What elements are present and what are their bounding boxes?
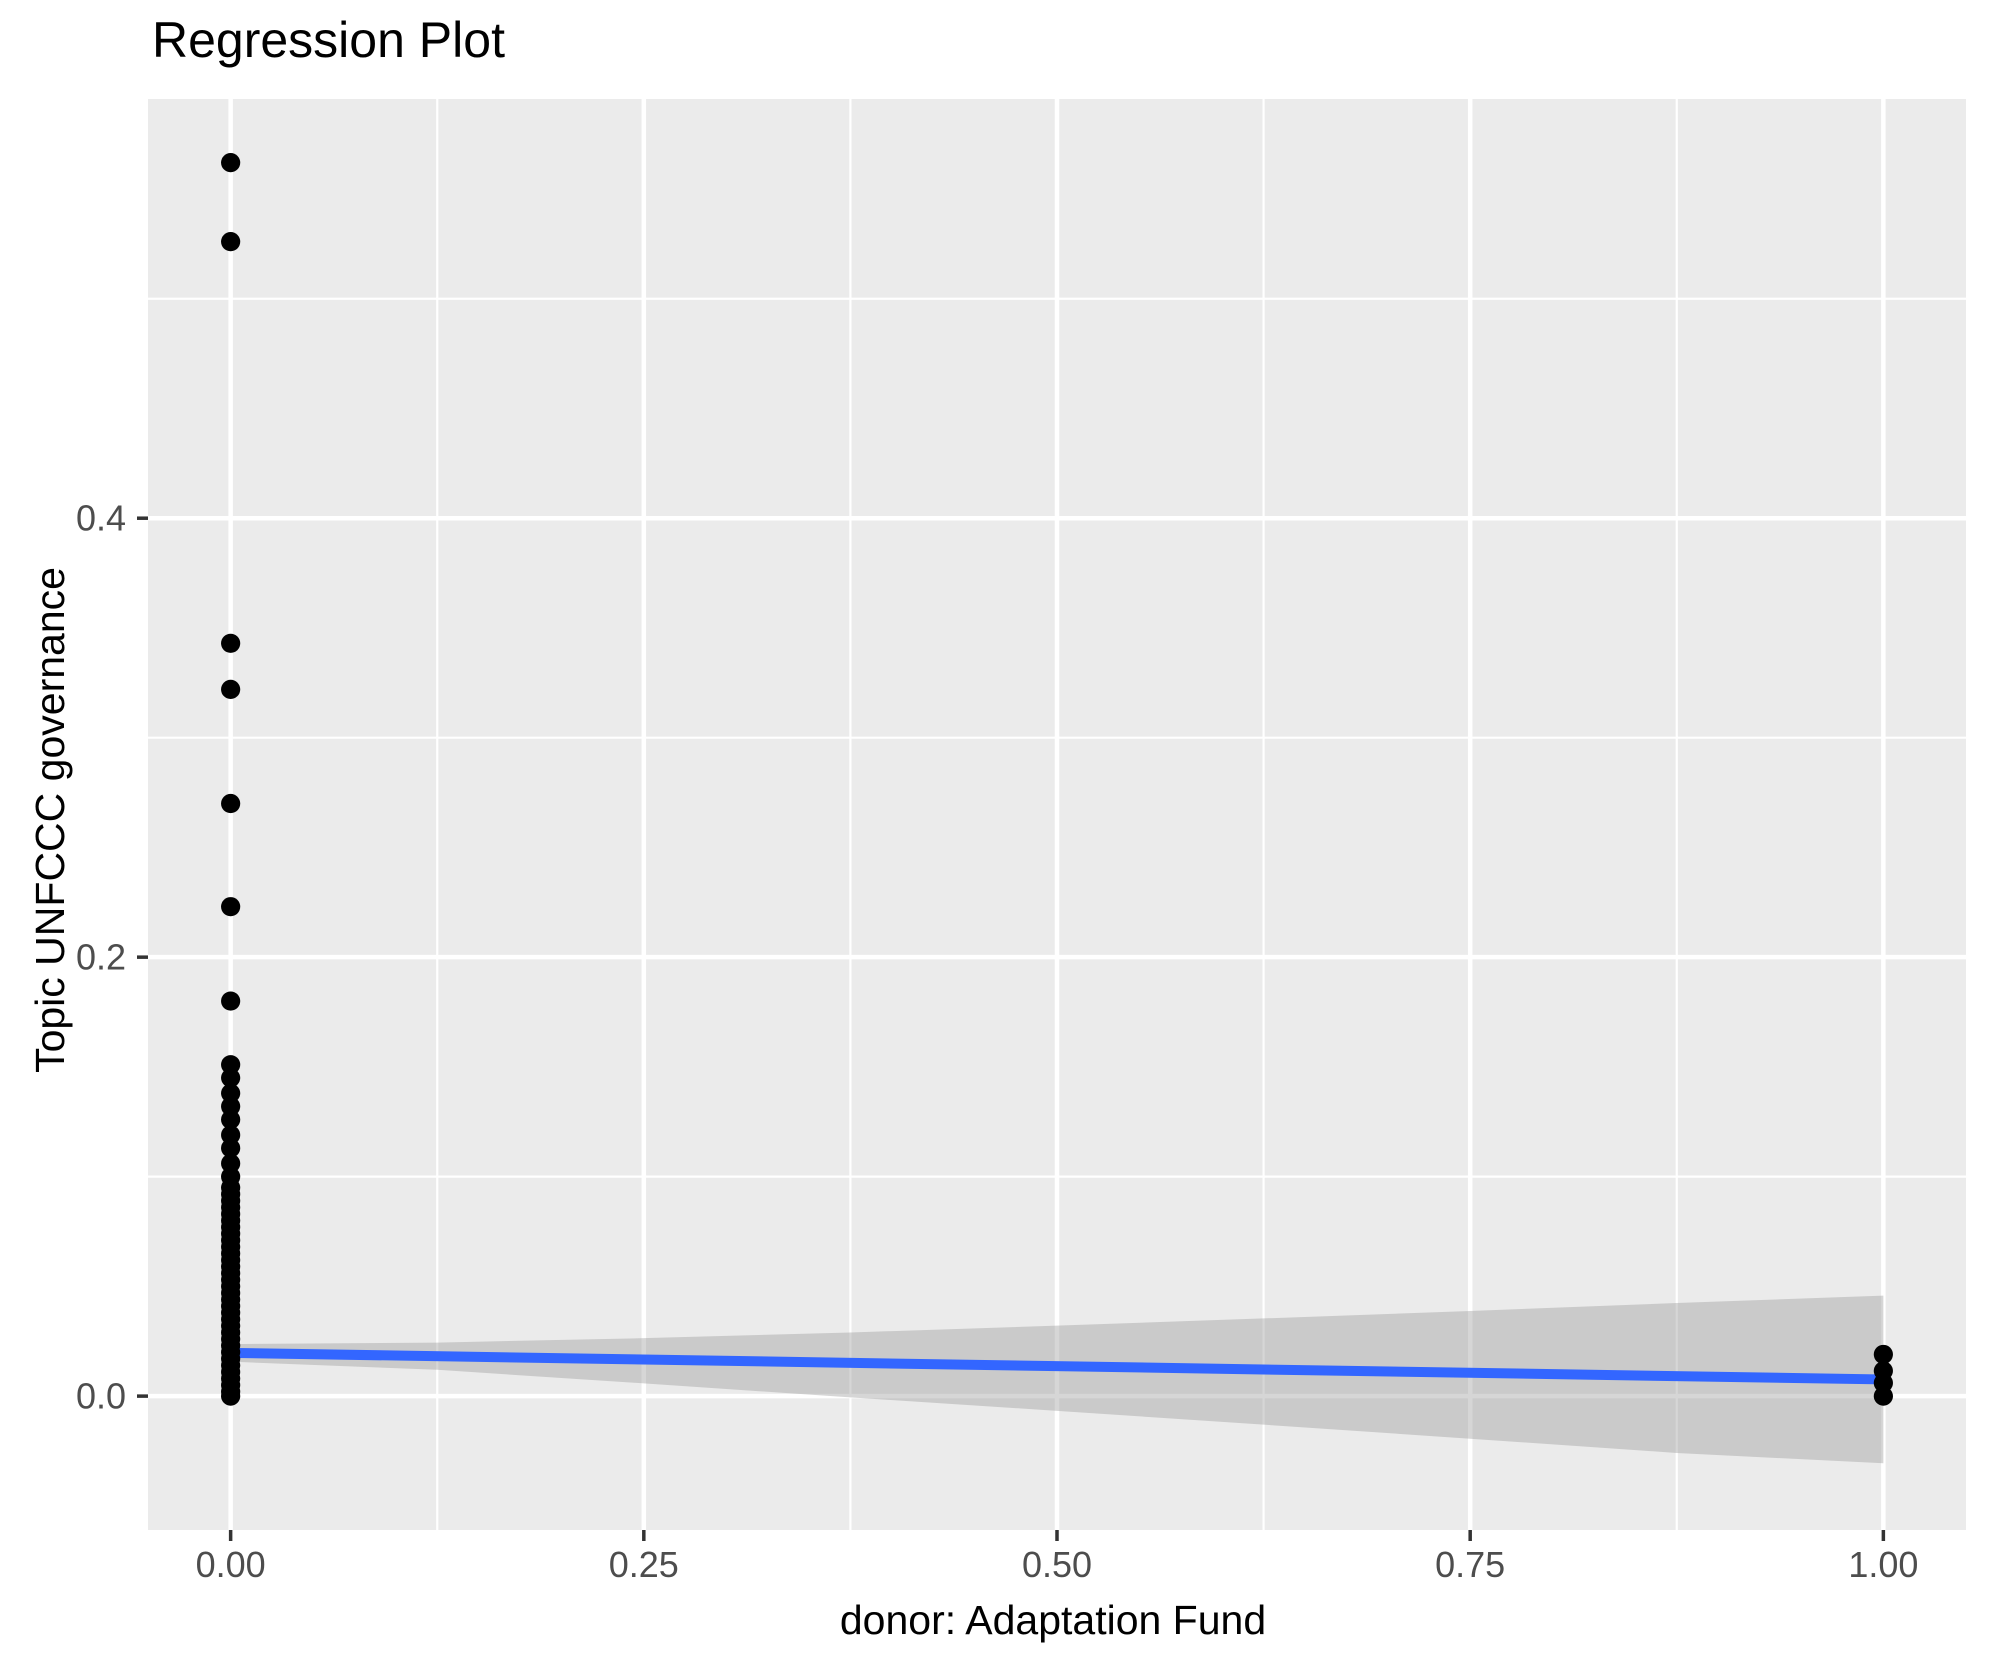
confidence-band-area xyxy=(230,1295,1884,1464)
x-tick-label: 0.50 xyxy=(1022,1544,1092,1585)
data-point xyxy=(221,1138,241,1158)
y-tick-label: 0.0 xyxy=(76,1376,126,1417)
data-point xyxy=(221,679,241,699)
y-tick-labels: 0.0 0.2 0.4 xyxy=(76,498,126,1417)
data-point xyxy=(221,1083,241,1103)
scatter-points xyxy=(221,153,1893,1406)
data-point xyxy=(221,1055,241,1075)
x-tick-label: 0.25 xyxy=(609,1544,679,1585)
data-point xyxy=(221,793,241,814)
data-point xyxy=(221,1386,241,1406)
regression-line-segment xyxy=(230,1347,1884,1385)
data-point xyxy=(221,232,241,252)
regression-line xyxy=(230,1347,1884,1385)
data-point xyxy=(1873,1344,1893,1365)
data-point xyxy=(221,1153,241,1174)
data-point xyxy=(221,633,241,653)
data-point xyxy=(221,991,241,1011)
data-point xyxy=(221,153,241,173)
confidence-band xyxy=(230,1295,1884,1464)
x-tick-labels: 0.00 0.25 0.50 0.75 1.00 xyxy=(196,1544,1919,1585)
y-tick-label: 0.4 xyxy=(76,498,126,539)
axis-tick-marks xyxy=(137,516,1886,1541)
major-gridlines xyxy=(148,99,1966,1530)
x-axis-title: donor: Adaptation Fund xyxy=(840,1597,1266,1643)
y-axis-title: Topic UNFCCC governance xyxy=(27,567,73,1073)
x-tick-label: 1.00 xyxy=(1848,1544,1918,1585)
data-point xyxy=(221,1125,241,1145)
data-point xyxy=(1873,1386,1893,1406)
data-point xyxy=(221,1068,241,1088)
plot-title: Regression Plot xyxy=(152,12,505,68)
data-point xyxy=(221,897,241,917)
data-point xyxy=(221,1109,241,1130)
data-point xyxy=(1873,1373,1893,1393)
x-tick-label: 0.75 xyxy=(1435,1544,1505,1585)
y-tick-label: 0.2 xyxy=(76,937,126,978)
data-point xyxy=(221,1096,241,1117)
x-tick-label: 0.00 xyxy=(196,1544,266,1585)
